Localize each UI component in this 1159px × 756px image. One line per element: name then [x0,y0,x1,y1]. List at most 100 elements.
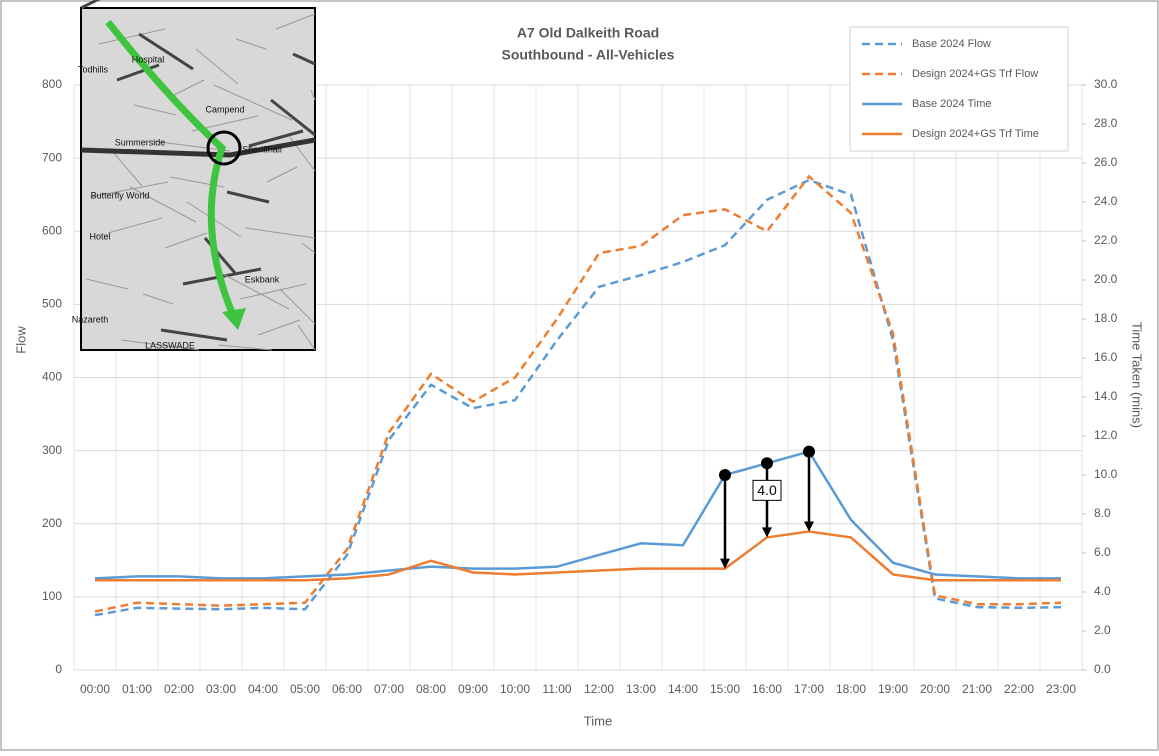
arrow-dot [803,445,815,458]
map-label: Sheriffhall [242,144,282,154]
y2-tick-label: 4.0 [1094,584,1111,598]
y2-tick-label: 2.0 [1094,623,1111,637]
map-road [116,63,160,82]
y2-tick-label: 18.0 [1094,311,1118,325]
x-tick-label: 18:00 [836,682,866,696]
legend-label: Base 2024 Time [912,98,992,110]
map-road [85,278,129,290]
y-axis-label: Flow [13,326,28,354]
annotation-label: 4.0 [757,482,777,498]
map-road [129,186,197,223]
map-road [151,140,231,152]
y2-tick-label: 12.0 [1094,428,1118,442]
y2-tick-label: 24.0 [1094,194,1118,208]
map-label: Hotel [89,231,110,241]
x-tick-label: 07:00 [374,682,404,696]
x-tick-label: 21:00 [962,682,992,696]
map-road [239,283,307,300]
map-inset: Summerside Butterfly World Hotel Hospital Ca… [72,0,316,351]
map-road [138,32,194,71]
map-road [173,79,205,96]
y-tick-label: 700 [42,150,62,164]
x-tick-label: 02:00 [164,682,194,696]
map-background [80,7,316,351]
map-road [164,232,208,249]
map-road [133,104,177,116]
y2-tick-label: 20.0 [1094,272,1118,286]
map-road [111,150,143,187]
map-road [301,242,316,254]
chart-subtitle: Southbound - All-Vehicles [502,47,675,63]
map-label: Todhills [78,64,109,74]
map-label: Hospital [132,54,165,64]
map-road [266,166,298,183]
y2-tick-label: 14.0 [1094,389,1118,403]
map-road [226,190,270,204]
map-road [217,344,273,351]
arrow-head [720,558,730,569]
map-label: Campend [205,104,244,114]
map-route [105,19,240,324]
map-road [279,288,316,325]
y-tick-label: 500 [42,297,62,311]
x-tick-label: 05:00 [290,682,320,696]
map-road [310,89,316,101]
x-tick-label: 23:00 [1046,682,1076,696]
legend-label: Design 2024+GS Trf Flow [912,68,1038,80]
map-road [142,293,174,305]
map-road [195,48,239,85]
x-tick-label: 03:00 [206,682,236,696]
x-tick-label: 08:00 [416,682,446,696]
legend-box [849,26,1069,152]
y2-axis-label: Time Taken (mins) [1130,322,1145,428]
y-tick-label: 800 [42,77,62,91]
x-tick-label: 01:00 [122,682,152,696]
map-junction [206,130,242,166]
map-road [257,319,301,336]
x-tick-label: 12:00 [584,682,614,696]
map-road [89,181,169,198]
series-line [94,450,1061,580]
x-tick-label: 19:00 [878,682,908,696]
y-tick-label: 400 [42,370,62,384]
map-road [80,0,101,10]
map-road [213,84,293,121]
x-tick-label: 00:00 [80,682,110,696]
x-tick-label: 11:00 [542,682,571,696]
map-label: Summerside [115,137,166,147]
map-label: Nazareth [72,314,109,324]
legend-label: Base 2024 Flow [912,38,991,50]
x-axis-label: Time [584,713,612,728]
legend-label: Design 2024+GS Trf Time [912,128,1039,140]
x-tick-label: 10:00 [500,682,530,696]
map-route-head [222,308,246,330]
x-tick-label: 17:00 [794,682,824,696]
map-road [244,227,316,239]
chart-title: A7 Old Dalkeith Road [517,25,659,41]
map-main-road [80,137,316,158]
x-tick-label: 15:00 [710,682,740,696]
annotation-box [752,479,782,501]
x-tick-label: 22:00 [1004,682,1034,696]
map-label: Eskbank [245,274,280,284]
map-road [222,273,290,310]
y2-tick-label: 10.0 [1094,467,1118,481]
y-tick-label: 0 [55,662,62,676]
y2-tick-label: 6.0 [1094,545,1111,559]
series-line [94,174,1062,613]
y2-tick-label: 8.0 [1094,506,1111,520]
x-tick-label: 14:00 [668,682,698,696]
y2-tick-label: 30.0 [1094,77,1118,91]
x-tick-label: 16:00 [752,682,782,696]
y-tick-label: 200 [42,516,62,530]
map-road [270,98,316,137]
y2-tick-label: 0.0 [1094,662,1111,676]
map-road [292,52,316,66]
map-road [248,129,304,148]
x-tick-label: 04:00 [248,682,278,696]
y-tick-label: 600 [42,223,62,237]
map-label: LASSWADE [145,340,195,350]
x-tick-label: 20:00 [920,682,950,696]
map-road [107,217,163,234]
